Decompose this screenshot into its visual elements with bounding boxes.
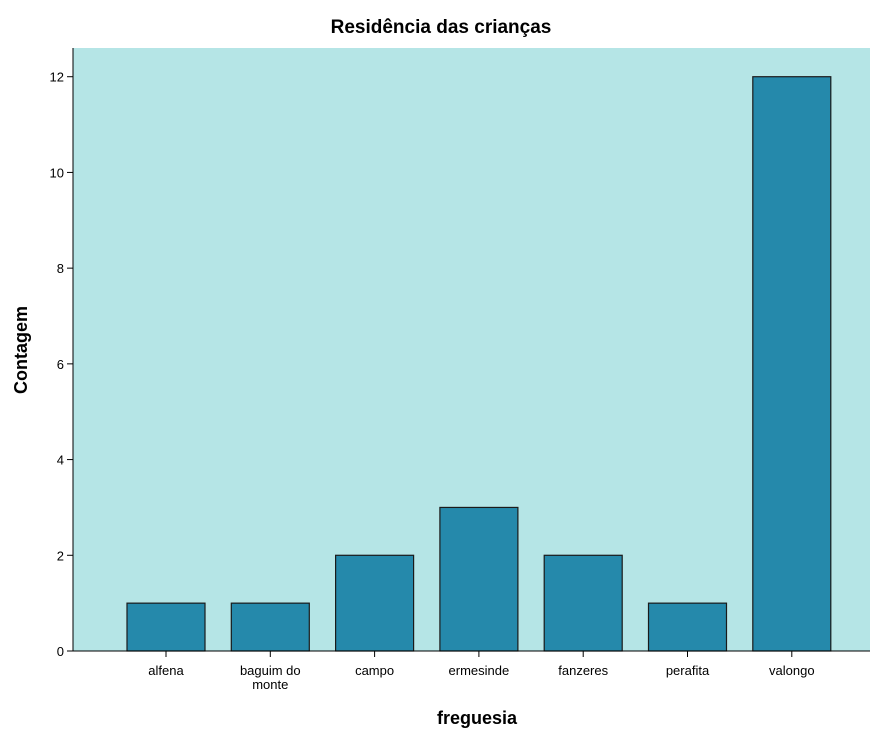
bar-alfena bbox=[126, 602, 206, 652]
bar-ermesinde bbox=[439, 506, 519, 652]
chart-title: Residência das crianças bbox=[331, 17, 552, 38]
y-tick-label: 4 bbox=[57, 453, 64, 468]
y-tick-label: 6 bbox=[57, 357, 64, 372]
y-tick-label: 10 bbox=[50, 165, 64, 180]
x-axis: alfena baguim do monte campo ermesinde fanzer… bbox=[73, 650, 870, 692]
x-tick-label: alfena bbox=[148, 663, 184, 678]
bar-baguim-do-monte bbox=[230, 602, 310, 652]
bar-valongo bbox=[752, 76, 832, 652]
bars-group bbox=[126, 76, 832, 652]
y-tick-label: 0 bbox=[57, 644, 64, 659]
y-axis-label: Contagem bbox=[11, 306, 31, 394]
y-tick-label: 12 bbox=[50, 70, 64, 85]
bar-campo bbox=[335, 554, 415, 652]
x-tick-label: perafita bbox=[666, 663, 710, 678]
bar-fanzeres bbox=[543, 554, 623, 652]
x-axis-label: freguesia bbox=[437, 708, 518, 728]
x-tick-label: fanzeres bbox=[558, 663, 608, 678]
y-tick-label: 8 bbox=[57, 261, 64, 276]
y-tick-label: 2 bbox=[57, 548, 64, 563]
y-axis: 0 2 4 6 8 10 12 bbox=[50, 48, 74, 659]
x-tick-label: campo bbox=[355, 663, 394, 678]
x-tick-label: valongo bbox=[769, 663, 815, 678]
x-tick-label: baguim do monte bbox=[240, 663, 301, 692]
bar-perafita bbox=[647, 602, 728, 652]
x-tick-label: ermesinde bbox=[449, 663, 510, 678]
